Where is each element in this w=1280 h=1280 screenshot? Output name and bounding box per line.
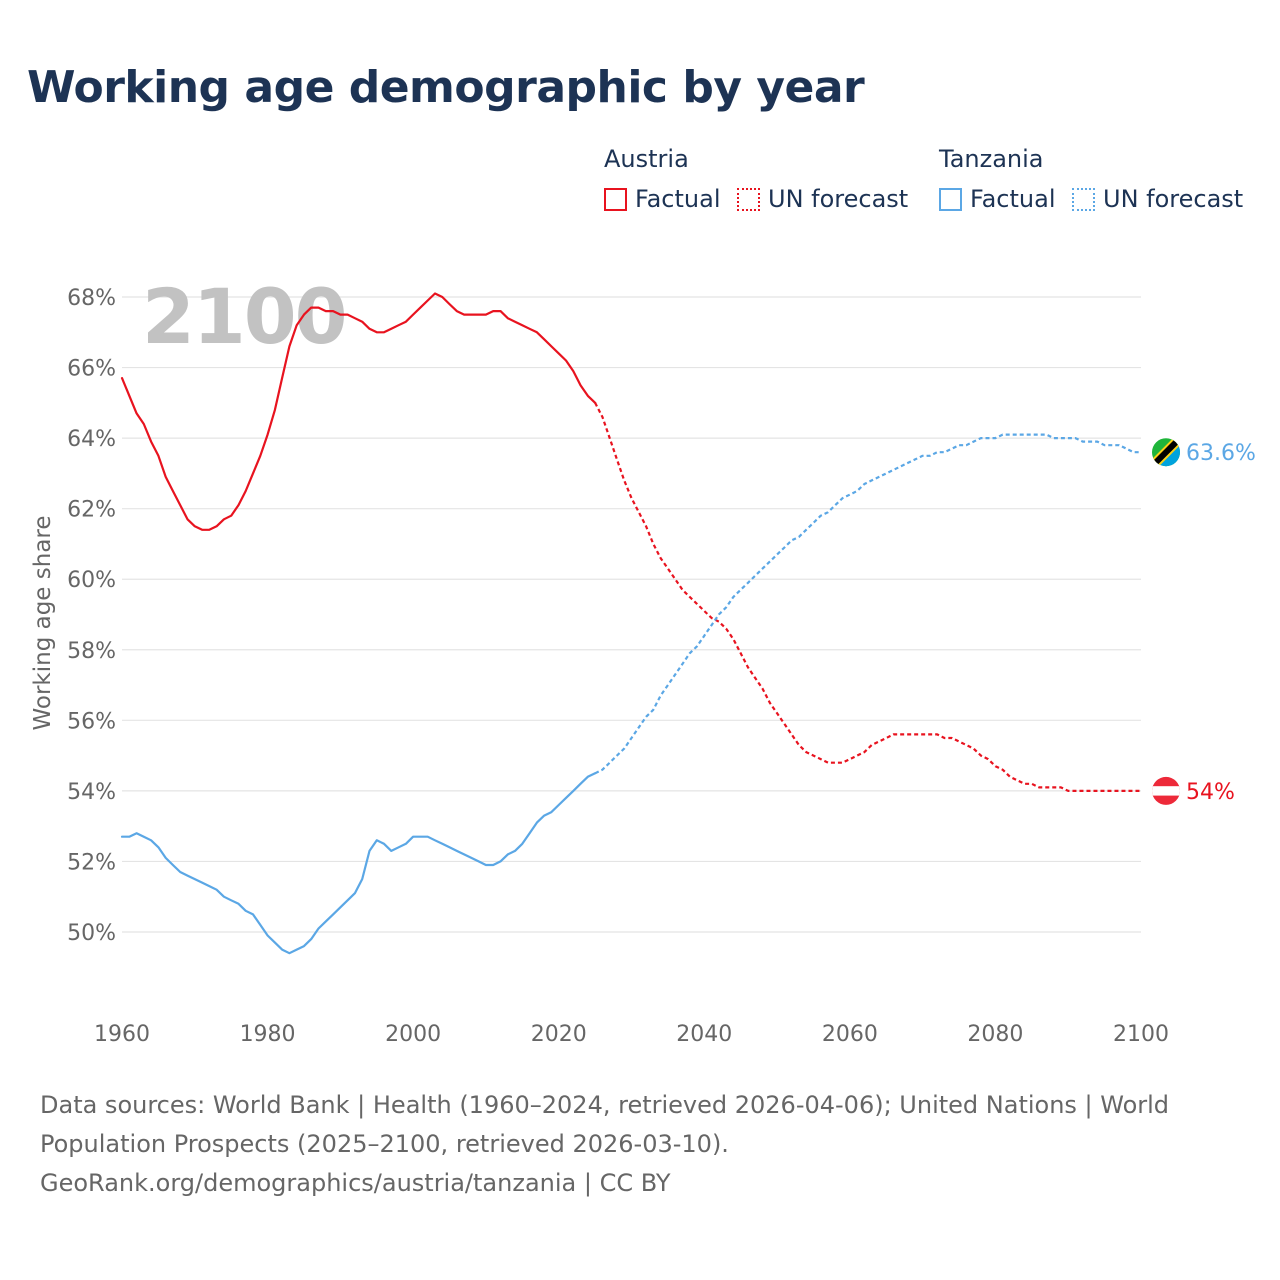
footer: Data sources: World Bank | Health (1960–… <box>40 1086 1200 1203</box>
x-tick-label: 1980 <box>240 1022 296 1047</box>
series <box>120 292 1141 955</box>
y-tick-label: 58% <box>67 639 116 664</box>
austria-flag-fill <box>1152 776 1180 805</box>
y-tick-label: 54% <box>67 780 116 805</box>
legend-swatch-solid <box>939 187 962 211</box>
legend-austria-forecast[interactable]: UN forecast <box>737 185 908 213</box>
y-tick-label: 66% <box>67 357 116 382</box>
legend-swatch-solid <box>604 187 627 211</box>
y-tick-label: 56% <box>67 709 116 734</box>
y-tick-label: 60% <box>67 568 116 593</box>
credit-link[interactable]: GeoRank.org/demographics/austria/tanzani… <box>40 1169 671 1197</box>
x-tick-label: 2060 <box>822 1022 878 1047</box>
legend-tanzania-factual[interactable]: Factual <box>939 185 1056 213</box>
end-label-tanzania: 63.6% <box>1186 441 1256 466</box>
series-line-tanzania-forecast <box>594 433 1141 775</box>
data-sources: Data sources: World Bank | Health (1960–… <box>40 1091 1170 1158</box>
legend-swatch-dotted <box>1072 187 1095 211</box>
legend-austria-name: Austria <box>604 145 689 173</box>
y-tick-label: 62% <box>67 498 116 523</box>
legend-tanzania-forecast[interactable]: UN forecast <box>1072 185 1243 213</box>
legend-austria-factual-label: Factual <box>635 185 721 213</box>
legend-swatch-dotted <box>737 187 760 211</box>
x-tick-label: 2040 <box>676 1022 732 1047</box>
gridlines <box>122 296 1141 933</box>
legend-tanzania-factual-label: Factual <box>970 185 1056 213</box>
end-markers: 54% 63.6% <box>1152 438 1256 805</box>
axes: 50% 52% 54% 56% 58% 60% 62% 64% 66% 68% 1960 1980 20… <box>67 286 1169 1047</box>
series-line-tanzania-factual <box>120 772 597 955</box>
flag-stripe-white <box>1152 786 1180 796</box>
y-tick-label: 64% <box>67 427 116 452</box>
x-tick-label: 2000 <box>385 1022 441 1047</box>
end-label-austria: 54% <box>1186 780 1235 805</box>
series-line-austria-factual <box>120 292 597 531</box>
y-tick-label: 50% <box>67 921 116 946</box>
chart-title: Working age demographic by year <box>27 62 865 113</box>
x-tick-label: 2080 <box>967 1022 1023 1047</box>
austria-flag-icon <box>1152 776 1180 805</box>
x-tick-label: 1960 <box>94 1022 150 1047</box>
y-tick-label: 68% <box>67 286 116 311</box>
legend-austria-forecast-label: UN forecast <box>768 185 909 213</box>
legend-tanzania-forecast-label: UN forecast <box>1103 185 1244 213</box>
tanzania-flag-fill <box>1152 438 1180 467</box>
y-axis-label: Working age share <box>30 515 56 730</box>
series-line-austria-forecast <box>594 402 1141 792</box>
legend-austria-factual[interactable]: Factual <box>604 185 721 213</box>
tanzania-flag-icon <box>1152 438 1180 467</box>
x-tick-label: 2100 <box>1113 1022 1169 1047</box>
year-watermark: 2100 <box>142 272 346 361</box>
legend-tanzania-name: Tanzania <box>939 145 1044 173</box>
y-tick-label: 52% <box>67 850 116 875</box>
x-tick-label: 2020 <box>531 1022 587 1047</box>
